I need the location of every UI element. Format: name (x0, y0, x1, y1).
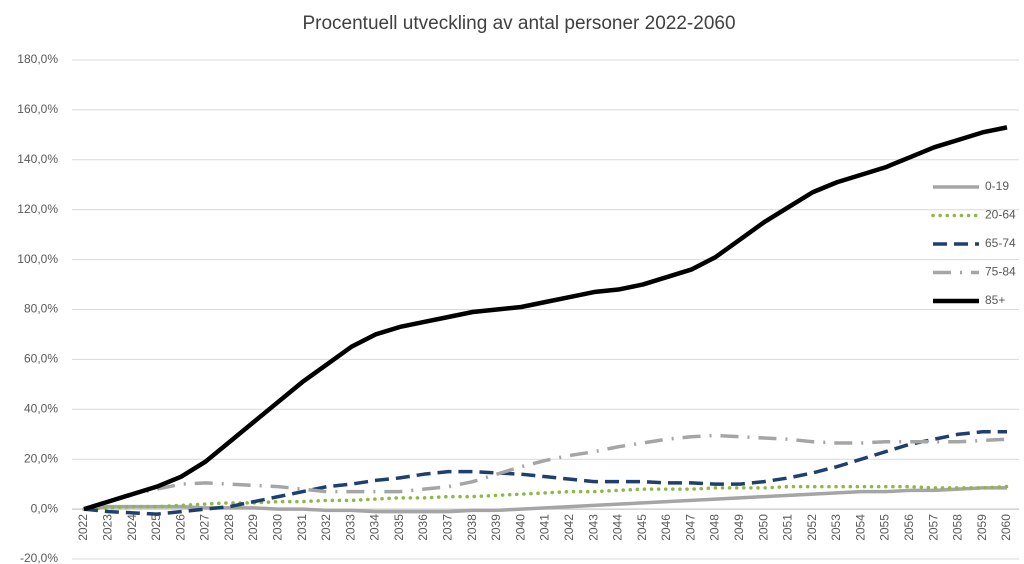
x-tick-label: 2023 (100, 514, 114, 541)
x-tick-label: 2046 (659, 514, 673, 541)
x-tick-label: 2051 (781, 514, 795, 541)
x-tick-label: 2025 (149, 514, 163, 541)
x-tick-label: 2060 (999, 514, 1013, 541)
x-tick-label: 2058 (951, 514, 965, 541)
x-tick-label: 2038 (465, 514, 479, 541)
y-tick-label: 140,0% (17, 152, 58, 166)
legend-label: 65-74 (985, 236, 1016, 250)
x-tick-label: 2056 (902, 514, 916, 541)
x-tick-label: 2033 (343, 514, 357, 541)
x-tick-label: 2053 (829, 514, 843, 541)
x-tick-label: 2022 (76, 514, 90, 541)
y-tick-label: 40,0% (24, 401, 58, 415)
y-tick-label: 20,0% (24, 451, 58, 465)
series-line (83, 486, 1007, 514)
series-line (83, 430, 1007, 516)
y-tick-label: 100,0% (17, 252, 58, 266)
x-tick-label: 2042 (562, 514, 576, 541)
x-tick-label: 2054 (853, 514, 867, 541)
legend-label: 75-84 (985, 265, 1016, 279)
y-tick-label: 160,0% (17, 102, 58, 116)
x-tick-label: 2027 (198, 514, 212, 541)
y-tick-label: 60,0% (24, 352, 58, 366)
x-tick-label: 2026 (173, 514, 187, 541)
x-tick-label: 2041 (538, 514, 552, 541)
x-tick-label: 2040 (513, 514, 527, 541)
x-tick-label: 2034 (368, 514, 382, 541)
series-line (83, 125, 1008, 512)
x-tick-label: 2045 (635, 514, 649, 541)
series-line (82, 484, 1009, 511)
chart-title: Procentuell utveckling av antal personer… (302, 13, 735, 34)
x-tick-label: 2029 (246, 514, 260, 541)
x-tick-label: 2028 (222, 514, 236, 541)
series-line (83, 433, 1008, 511)
x-tick-label: 2050 (756, 514, 770, 541)
x-tick-label: 2057 (926, 514, 940, 541)
x-tick-label: 2052 (805, 514, 819, 541)
legend-label: 85+ (985, 293, 1005, 307)
y-tick-label: 180,0% (17, 52, 58, 66)
x-tick-label: 2030 (270, 514, 284, 541)
x-tick-label: 2039 (489, 514, 503, 541)
x-tick-label: 2032 (319, 514, 333, 541)
x-tick-label: 2037 (441, 514, 455, 541)
x-tick-label: 2036 (416, 514, 430, 541)
x-tick-label: 2035 (392, 514, 406, 541)
x-tick-label: 2024 (125, 514, 139, 541)
x-tick-label: 2043 (586, 514, 600, 541)
legend-label: 0-19 (985, 179, 1009, 193)
x-tick-label: 2031 (295, 514, 309, 541)
y-tick-label: 0,0% (31, 501, 59, 515)
y-tick-label: 80,0% (24, 302, 58, 316)
x-tick-label: 2044 (611, 514, 625, 541)
legend-label: 20-64 (985, 208, 1016, 222)
x-tick-label: 2047 (683, 514, 697, 541)
x-tick-label: 2048 (708, 514, 722, 541)
x-tick-label: 2055 (878, 514, 892, 541)
x-tick-label: 2049 (732, 514, 746, 541)
y-tick-label: 120,0% (17, 202, 58, 216)
y-tick-label: -20,0% (20, 551, 58, 564)
x-tick-label: 2059 (975, 514, 989, 541)
